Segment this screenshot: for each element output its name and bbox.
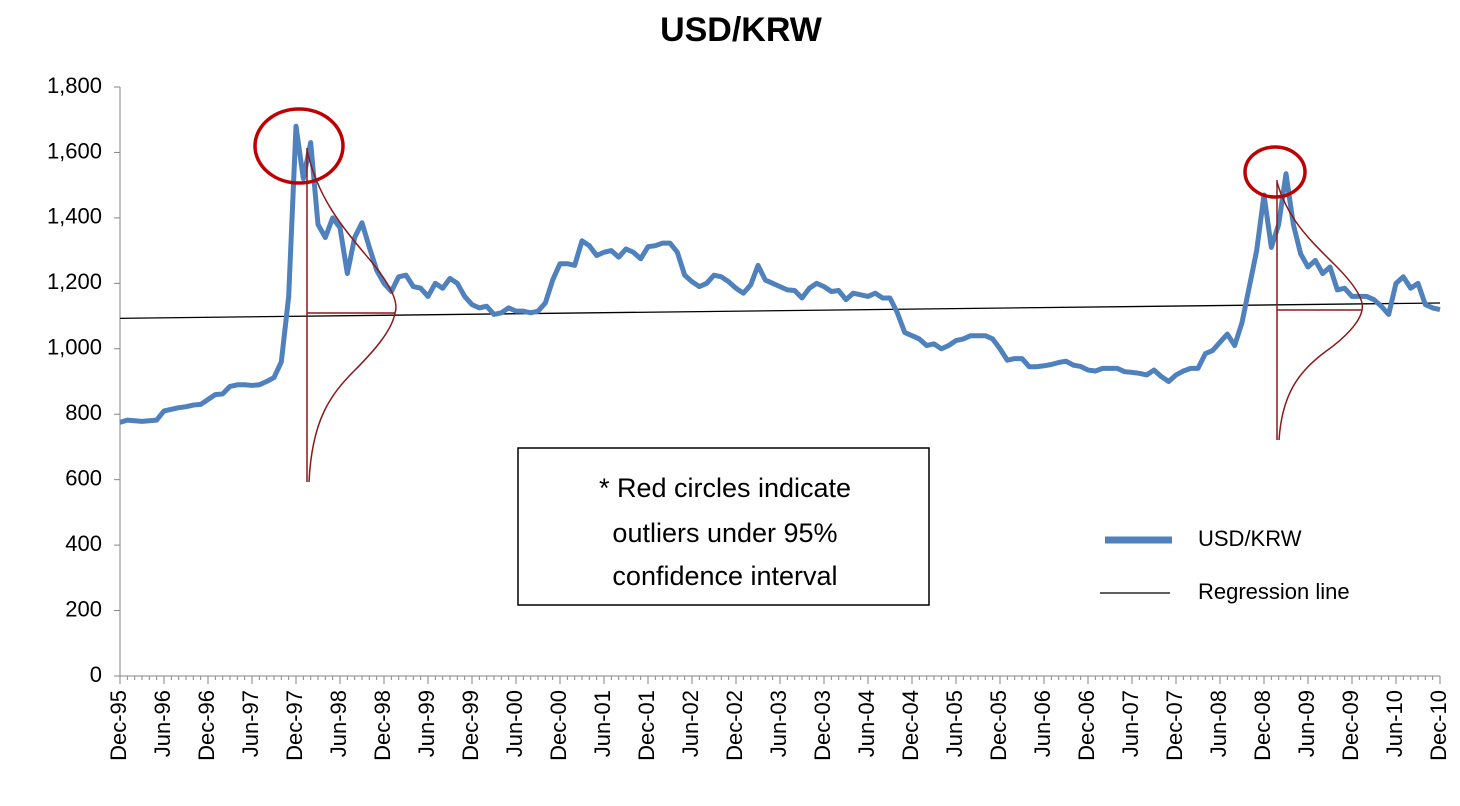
x-tick-label: Jun-97 — [238, 690, 263, 757]
y-tick-label: 1,600 — [47, 138, 102, 163]
x-tick-label: Dec-01 — [634, 690, 659, 761]
y-tick-label: 1,400 — [47, 204, 102, 229]
y-tick-label: 1,800 — [47, 73, 102, 98]
annotation-text: confidence interval — [612, 561, 837, 591]
y-tick-label: 400 — [65, 531, 102, 556]
y-tick-label: 800 — [65, 400, 102, 425]
x-tick-label: Dec-09 — [1338, 690, 1363, 761]
x-tick-label: Jun-96 — [150, 690, 175, 757]
x-tick-label: Dec-96 — [194, 690, 219, 761]
chart-title: USD/KRW — [660, 11, 823, 49]
annotation-text: outliers under 95% — [612, 518, 837, 548]
x-tick-label: Dec-02 — [722, 690, 747, 761]
x-tick-label: Jun-05 — [942, 690, 967, 757]
legend-label: USD/KRW — [1198, 526, 1302, 551]
x-tick-label: Jun-03 — [766, 690, 791, 757]
x-tick-label: Dec-06 — [1074, 690, 1099, 761]
x-tick-label: Dec-05 — [986, 690, 1011, 761]
x-tick-label: Dec-08 — [1250, 690, 1275, 761]
annotation-box — [517, 447, 930, 606]
x-tick-label: Jun-09 — [1294, 690, 1319, 757]
regression-line — [119, 302, 1441, 319]
y-tick-label: 0 — [90, 662, 102, 687]
x-tick-label: Dec-95 — [106, 690, 131, 761]
series-line — [119, 123, 1441, 425]
outlier-annotations — [253, 107, 1364, 483]
x-tick-label: Dec-98 — [370, 690, 395, 761]
legend-label: Regression line — [1198, 579, 1350, 604]
x-tick-label: Dec-10 — [1426, 690, 1451, 761]
x-tick-label: Jun-02 — [678, 690, 703, 757]
plot-area — [119, 123, 1441, 425]
x-tick-label: Jun-04 — [854, 690, 879, 757]
distribution-curve — [306, 149, 397, 483]
x-tick-label: Jun-07 — [1118, 690, 1143, 757]
x-tick-label: Dec-97 — [282, 690, 307, 761]
x-tick-label: Dec-03 — [810, 690, 835, 761]
x-tick-label: Jun-10 — [1382, 690, 1407, 757]
x-tick-label: Dec-04 — [898, 690, 923, 761]
x-tick-label: Jun-01 — [590, 690, 615, 757]
x-tick-label: Jun-08 — [1206, 690, 1231, 757]
x-tick-label: Dec-00 — [546, 690, 571, 761]
x-tick-label: Jun-98 — [326, 690, 351, 757]
y-tick-label: 1,000 — [47, 335, 102, 360]
annotation-text: * Red circles indicate — [599, 473, 851, 503]
y-tick-label: 1,200 — [47, 269, 102, 294]
outlier-circle — [1243, 145, 1307, 199]
x-tick-label: Jun-06 — [1030, 690, 1055, 757]
x-tick-label: Dec-07 — [1162, 690, 1187, 761]
y-tick-label: 600 — [65, 465, 102, 490]
x-tick-label: Dec-99 — [458, 690, 483, 761]
outlier-circle — [253, 107, 345, 185]
x-tick-label: Jun-99 — [414, 690, 439, 757]
y-tick-label: 200 — [65, 596, 102, 621]
legend: USD/KRW Regression line — [1100, 526, 1350, 604]
x-tick-label: Jun-00 — [502, 690, 527, 757]
distribution-curve — [1276, 181, 1364, 441]
